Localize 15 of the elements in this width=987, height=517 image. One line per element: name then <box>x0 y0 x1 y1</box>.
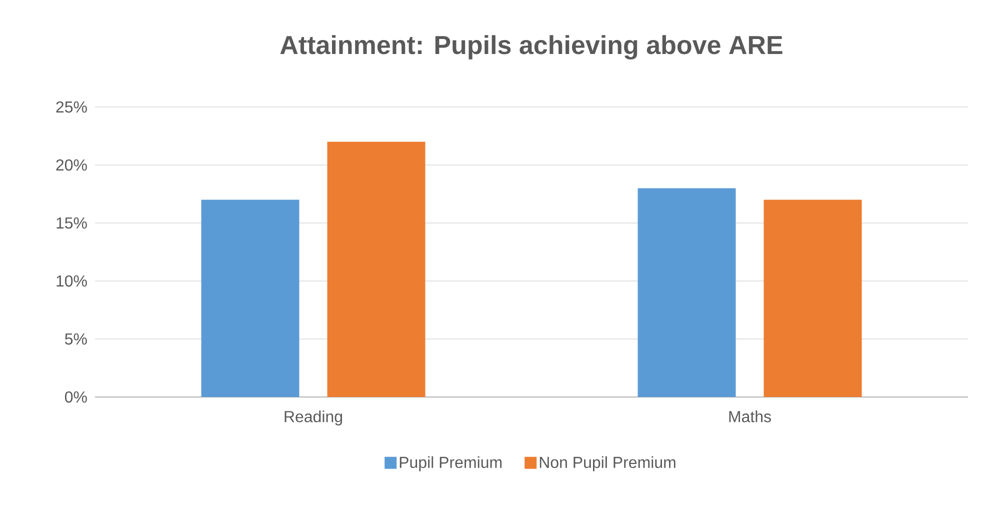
x-tick-label: Maths <box>729 410 771 422</box>
y-tick-label: 15% <box>56 217 87 229</box>
y-tick-label: 10% <box>56 275 87 287</box>
y-tick-label: 20% <box>56 159 87 171</box>
chart-title: Attainment: Pupils achieving above ARE <box>280 35 782 60</box>
bar <box>764 200 862 398</box>
y-tick-label: 25% <box>56 101 87 113</box>
legend-label: Pupil Premium <box>400 456 502 472</box>
legend-label: Non Pupil Premium <box>540 456 676 472</box>
bar <box>638 188 736 398</box>
bar <box>327 142 426 398</box>
y-tick-label: 0% <box>64 391 87 403</box>
y-tick-label: 5% <box>64 333 87 345</box>
x-tick-label: Reading <box>284 410 342 426</box>
bar <box>201 200 300 398</box>
